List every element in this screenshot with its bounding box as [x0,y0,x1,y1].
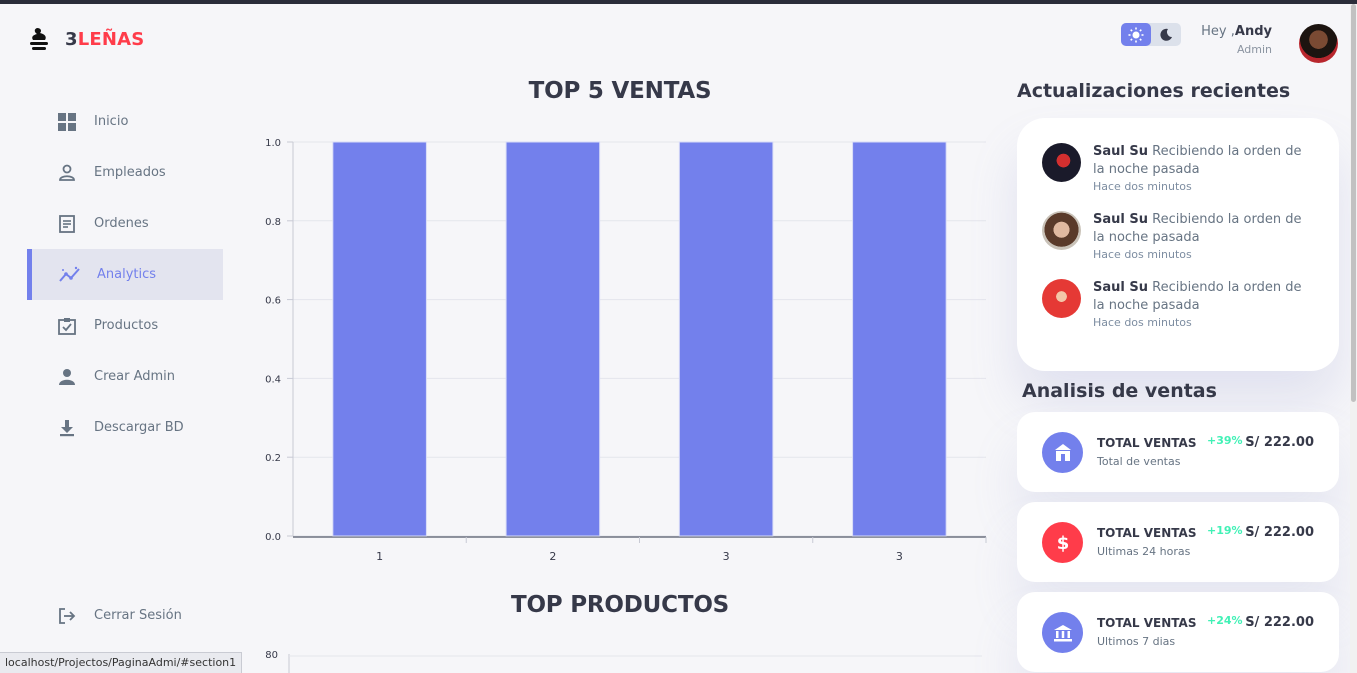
sales-card-sub: Ultimos 7 dias [1097,635,1176,648]
sales-card-24h[interactable]: $ TOTAL VENTAS Ultimas 24 horas +19% S/ … [1017,502,1339,582]
sales-card-7d[interactable]: TOTAL VENTAS Ultimos 7 dias +24% S/ 222.… [1017,592,1339,672]
updates-title: Actualizaciones recientes [1017,80,1291,102]
grid-icon [56,111,78,133]
x-tick-label: 3 [896,550,903,563]
inventory-icon [56,315,78,337]
sales-card-sub: Ultimas 24 horas [1097,545,1191,558]
sales-card-amount: S/ 222.00 [1245,615,1314,630]
update-message: Saul Su Recibiendo la orden de la noche … [1093,144,1302,177]
logo[interactable]: 3LEÑAS [27,26,144,52]
logo-icon [30,28,48,50]
browser-status-url: localhost/Projectos/PaginaAdmi/#section1 [0,652,243,673]
sidebar-item-descargar-bd[interactable]: Descargar BD [27,402,223,453]
receipt-icon [56,213,78,235]
y-tick-label: 0.6 [265,296,281,307]
person-icon [56,366,78,388]
sidebar-item-empleados[interactable]: Empleados [27,147,223,198]
bar [332,141,427,537]
top-ventas-chart: 0.0 0.2 0.4 0.6 0.8 1.0 1 2 3 3 [265,138,987,563]
update-message: Saul Su Recibiendo la orden de la noche … [1093,212,1302,245]
sales-card-total[interactable]: TOTAL VENTAS Total de ventas +39% S/ 222… [1017,412,1339,492]
update-time: Hace dos minutos [1093,316,1192,329]
sidebar-item-crear-admin[interactable]: Crear Admin [27,351,223,402]
x-tick-label: 3 [723,550,730,563]
x-tick-label: 1 [376,550,383,563]
brand-name: 3LEÑAS [65,28,145,50]
sales-card-percent: +19% [1207,524,1243,537]
avatar[interactable] [1299,24,1338,63]
window-top-border [0,0,1357,4]
y-tick-label: 0.4 [265,374,281,385]
sidebar: Inicio Empleados Ordenes Analytics Produ… [27,96,223,453]
y-tick-label: 0.2 [265,453,281,464]
light-mode-icon[interactable] [1121,23,1151,46]
update-message: Saul Su Recibiendo la orden de la noche … [1093,280,1302,313]
sales-card-label: TOTAL VENTAS [1097,436,1197,450]
person-outline-icon [56,162,78,184]
update-time: Hace dos minutos [1093,180,1192,193]
sales-card-amount: S/ 222.00 [1245,435,1314,450]
y-tick-label: 0.0 [265,532,281,543]
update-time: Hace dos minutos [1093,248,1192,261]
chart-title-top-productos: TOP PRODUCTOS [510,592,730,618]
y-tick-label: 80 [265,650,278,661]
update-avatar [1042,211,1081,250]
user-role: Admin [1236,43,1272,56]
logout-button[interactable]: Cerrar Sesión [27,590,223,641]
svg-text:$: $ [1056,533,1069,554]
sidebar-item-inicio[interactable]: Inicio [27,96,223,147]
sales-card-label: TOTAL VENTAS [1097,616,1197,630]
logout-container: Cerrar Sesión [27,590,223,641]
sidebar-item-label: Crear Admin [94,369,176,384]
y-tick-label: 0.8 [265,217,281,228]
sales-card-percent: +39% [1207,434,1243,447]
sidebar-item-productos[interactable]: Productos [27,300,223,351]
download-icon [56,417,78,439]
page-scrollbar[interactable] [1350,4,1357,673]
insights-icon [59,264,81,286]
sidebar-item-label: Descargar BD [94,420,184,435]
sales-card-amount: S/ 222.00 [1245,525,1314,540]
sidebar-item-analytics[interactable]: Analytics [27,249,223,300]
top-productos-chart: 80 [265,650,982,673]
chart-title-top-ventas: TOP 5 VENTAS [528,78,712,104]
logout-label: Cerrar Sesión [94,608,182,623]
dollar-icon: $ [1042,522,1083,563]
sidebar-item-label: Ordenes [94,216,149,231]
store-icon [1042,432,1083,473]
sidebar-item-label: Productos [94,318,159,333]
theme-toggle[interactable] [1121,23,1181,46]
recent-updates-card: Saul Su Recibiendo la orden de la noche … [1017,118,1339,371]
sales-card-label: TOTAL VENTAS [1097,526,1197,540]
update-avatar [1042,279,1081,318]
dark-mode-icon[interactable] [1151,23,1181,46]
scrollbar-thumb[interactable] [1351,4,1356,402]
sidebar-item-label: Empleados [94,165,166,180]
update-item[interactable]: Saul Su Recibiendo la orden de la noche … [1042,143,1314,198]
user-greeting: Hey ,Andy Admin [1180,24,1272,56]
bar [678,141,774,537]
sales-card-sub: Total de ventas [1097,455,1181,468]
bar [505,141,601,537]
sales-card-percent: +24% [1207,614,1243,627]
bank-icon [1042,612,1083,653]
update-avatar [1042,143,1081,182]
x-tick-label: 2 [549,550,556,563]
sidebar-item-ordenes[interactable]: Ordenes [27,198,223,249]
logout-icon [56,605,78,627]
bar [852,141,947,537]
y-tick-label: 1.0 [265,138,281,149]
update-item[interactable]: Saul Su Recibiendo la orden de la noche … [1042,279,1314,334]
greeting-text: Hey ,Andy [1201,24,1272,39]
sidebar-item-label: Inicio [94,114,129,129]
sidebar-item-label: Analytics [97,267,157,282]
sales-analysis-title: Analisis de ventas [1022,380,1217,402]
update-item[interactable]: Saul Su Recibiendo la orden de la noche … [1042,211,1314,266]
